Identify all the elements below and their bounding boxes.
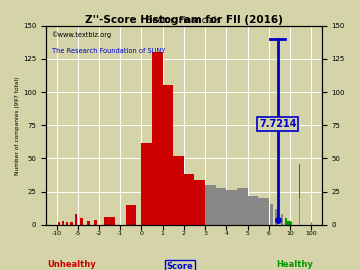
Bar xyxy=(57,222,58,225)
Text: ©www.textbiz.org: ©www.textbiz.org xyxy=(51,32,112,38)
Bar xyxy=(57,222,58,225)
Bar xyxy=(152,52,163,225)
Bar xyxy=(126,205,136,225)
Bar xyxy=(104,217,115,225)
Bar xyxy=(291,222,292,225)
Bar xyxy=(291,222,292,225)
Bar xyxy=(281,214,283,225)
Bar xyxy=(299,164,300,225)
Bar xyxy=(311,222,312,225)
Bar xyxy=(248,196,258,225)
Bar xyxy=(71,222,72,225)
Bar xyxy=(194,180,205,225)
Bar xyxy=(237,188,248,225)
Bar xyxy=(287,221,290,225)
Bar xyxy=(299,206,300,225)
Bar xyxy=(299,198,300,225)
Bar xyxy=(258,198,269,225)
Text: Unhealthy: Unhealthy xyxy=(47,260,95,269)
Bar xyxy=(62,221,64,225)
Bar xyxy=(141,143,152,225)
Bar xyxy=(275,209,278,225)
Bar xyxy=(285,218,287,225)
Bar xyxy=(66,222,68,225)
Bar xyxy=(226,190,237,225)
Bar xyxy=(163,86,173,225)
Text: Healthy: Healthy xyxy=(276,260,313,269)
Bar xyxy=(75,214,77,225)
Bar xyxy=(173,156,184,225)
Bar xyxy=(94,220,97,225)
Bar xyxy=(205,185,216,225)
Bar xyxy=(184,174,194,225)
Bar xyxy=(57,221,58,225)
Text: 7.7214: 7.7214 xyxy=(259,119,297,129)
Title: Z''-Score Histogram for FII (2016): Z''-Score Histogram for FII (2016) xyxy=(85,15,283,25)
Bar xyxy=(80,218,83,225)
Bar xyxy=(290,222,291,225)
Bar xyxy=(216,188,226,225)
Bar xyxy=(290,221,291,225)
Y-axis label: Number of companies (997 total): Number of companies (997 total) xyxy=(15,76,20,175)
Bar xyxy=(87,221,90,225)
Text: The Research Foundation of SUNY: The Research Foundation of SUNY xyxy=(51,48,165,54)
Text: Score: Score xyxy=(167,262,193,270)
Bar xyxy=(58,222,60,225)
Bar xyxy=(290,221,291,225)
Bar xyxy=(270,204,273,225)
Text: Sector: Financials: Sector: Financials xyxy=(147,16,221,25)
